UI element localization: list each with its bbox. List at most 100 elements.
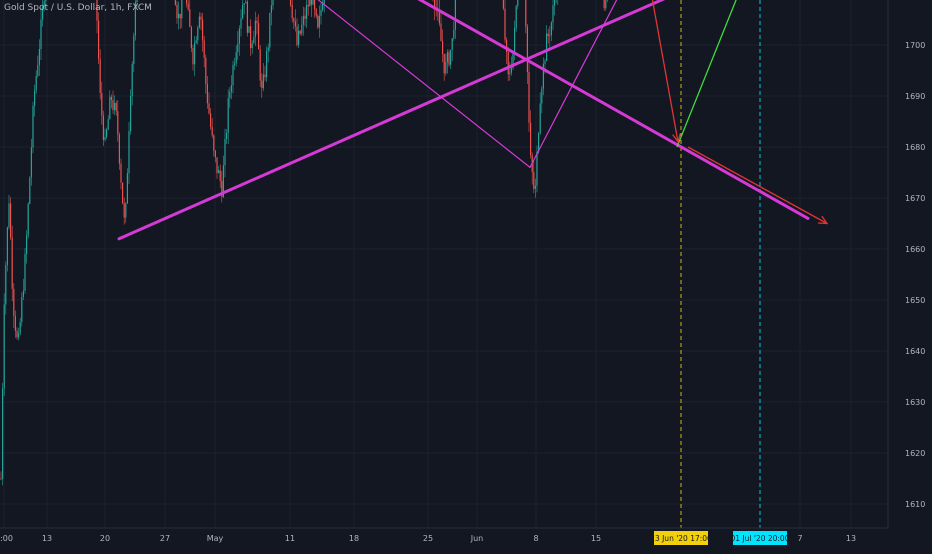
candle-body	[102, 115, 104, 140]
candle-body	[22, 290, 24, 297]
candle-body	[510, 67, 512, 73]
candle-body	[117, 111, 119, 135]
candle-body	[106, 129, 108, 137]
candle-body	[539, 103, 541, 134]
price-axis[interactable]: 1610 1620 1630 1640 1650 1660 1670 1680 1690 1700…	[905, 0, 925, 509]
candle-body	[605, 0, 607, 9]
candle-body	[315, 9, 317, 16]
candle-body	[517, 0, 519, 6]
candle-body	[454, 0, 456, 30]
candle-body	[296, 26, 298, 45]
price-tick-label: 1630	[905, 398, 925, 407]
trendline-drawings[interactable]	[66, 0, 814, 241]
chart-title: Gold Spot / U.S. Dollar, 1h, FXCM	[4, 3, 152, 13]
candle-body	[242, 5, 244, 19]
candle-body	[232, 65, 234, 86]
candle-body	[226, 133, 228, 139]
candle-body	[214, 150, 216, 158]
candle-body	[206, 83, 208, 104]
candle-body	[544, 61, 546, 64]
candle-body	[213, 135, 215, 151]
time-tick-label: 15	[591, 534, 601, 543]
candle-body	[538, 133, 540, 152]
time-tick-label: 7	[797, 534, 802, 543]
candle-body	[309, 0, 311, 7]
candle-body	[541, 88, 543, 104]
arrow-shaft	[676, 0, 737, 148]
candle-body	[13, 288, 15, 316]
time-axis[interactable]: 2:00 13 20 27 May 11 18 25 Jun 8 15 7 13	[0, 534, 856, 543]
candle-body	[525, 0, 527, 27]
price-tick-label: 1700	[905, 41, 925, 50]
candle-body	[6, 227, 8, 266]
candle-body	[293, 18, 295, 22]
candle-body	[210, 113, 212, 127]
candle-body	[110, 96, 112, 100]
candle-body	[235, 52, 237, 64]
candle-body	[216, 157, 218, 174]
vertical-marker-lines	[680, 0, 761, 528]
candle-body	[200, 16, 202, 20]
candle-body	[434, 0, 436, 10]
candle-body	[253, 37, 255, 44]
candle-body	[30, 147, 32, 178]
candle-body	[96, 0, 98, 21]
price-axis-bg[interactable]	[888, 0, 932, 528]
candle-body	[246, 1, 248, 33]
candle-body	[318, 15, 320, 28]
candle-body	[179, 13, 181, 19]
candle-body	[11, 237, 13, 289]
candle-body	[42, 6, 44, 20]
time-tick-label: 2:00	[0, 534, 13, 543]
candle-body	[515, 5, 517, 29]
price-tick-label: 1660	[905, 245, 925, 254]
arrow-shaft	[651, 0, 679, 143]
arrow-head	[672, 133, 682, 144]
trendline	[529, 0, 618, 168]
time-marker-tag	[733, 531, 787, 545]
candle-body	[301, 24, 303, 34]
candle-body	[40, 19, 42, 50]
candle-body	[174, 0, 176, 5]
candle-body	[130, 96, 132, 132]
candle-body	[291, 4, 293, 19]
candle-body	[270, 5, 272, 13]
candle-body	[32, 105, 34, 148]
candle-body	[302, 15, 304, 25]
candle-body	[533, 172, 535, 189]
candle-body	[534, 185, 536, 189]
candle-body	[115, 102, 117, 112]
candle-body	[5, 265, 7, 305]
candle-body	[272, 0, 274, 6]
candle-body	[237, 43, 239, 53]
candle-body	[547, 33, 549, 37]
arrow-shaft	[687, 146, 828, 225]
candle-body	[29, 177, 31, 204]
time-tick-label: 8	[533, 534, 538, 543]
candle-body	[528, 72, 530, 123]
candle-body	[259, 49, 261, 81]
candle-body	[314, 0, 316, 10]
candle-body	[536, 151, 538, 186]
candle-body	[251, 43, 253, 49]
candle-body	[256, 20, 258, 24]
price-tick-label: 1690	[905, 92, 925, 101]
candle-body	[240, 18, 242, 29]
candle-body	[512, 51, 514, 68]
candle-body	[195, 40, 197, 43]
candle-body	[443, 53, 445, 74]
trendline	[317, 0, 531, 168]
price-tick-label: 1680	[905, 143, 925, 152]
candle-body	[526, 26, 528, 73]
candle-body	[219, 170, 221, 181]
candle-body	[450, 49, 452, 65]
price-tick-label: 1620	[905, 449, 925, 458]
candle-body	[38, 49, 40, 66]
arrow-drawings[interactable]	[645, 0, 844, 225]
candle-body	[122, 182, 124, 204]
candle-body	[178, 13, 180, 19]
time-marker-label: 23 Jun '20 17:00	[650, 534, 712, 543]
candle-body	[26, 235, 28, 254]
